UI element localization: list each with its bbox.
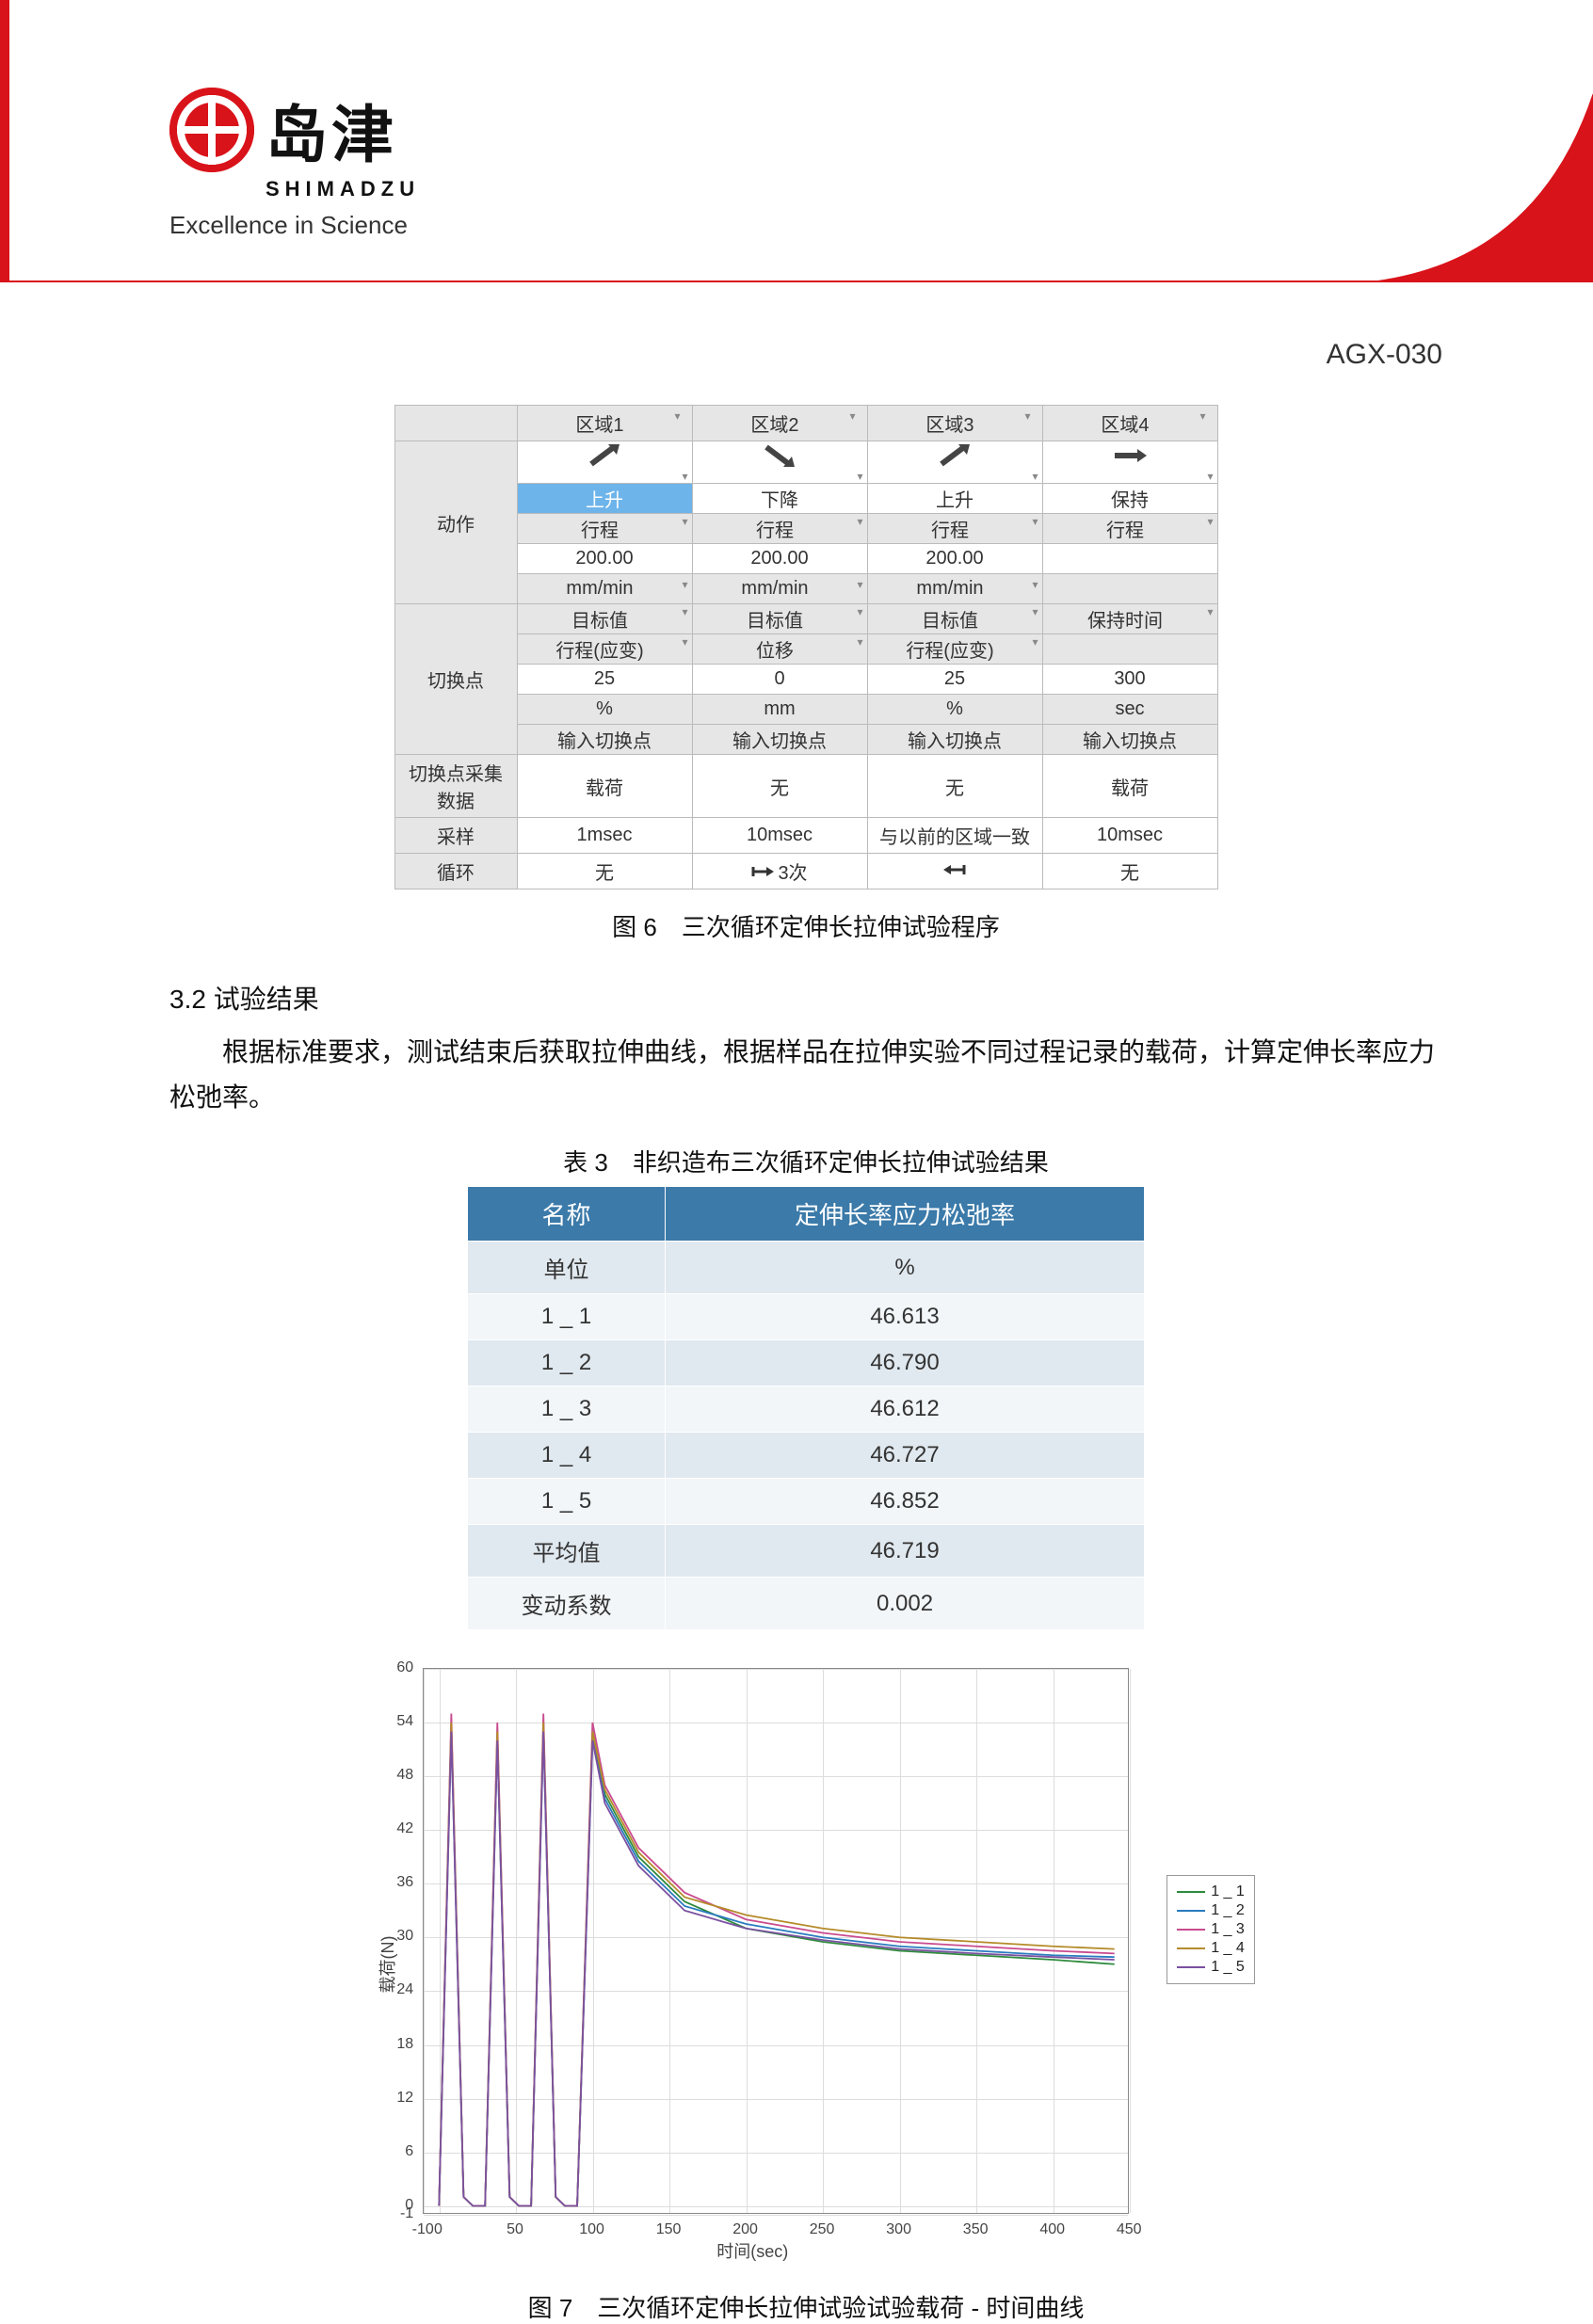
speed-unit[interactable]: mm/min bbox=[692, 574, 867, 604]
decorative-curve bbox=[1367, 0, 1593, 282]
speed-unit bbox=[1042, 574, 1217, 604]
arrow-up-icon[interactable] bbox=[517, 441, 692, 484]
speed-value[interactable] bbox=[1042, 544, 1217, 574]
arrow-down-icon[interactable] bbox=[692, 441, 867, 484]
hold-label[interactable]: 保持时间 bbox=[1042, 604, 1217, 634]
stroke-label[interactable]: 行程 bbox=[517, 514, 692, 544]
switch-type[interactable]: 行程(应变) bbox=[867, 634, 1042, 665]
row-switch-label: 切换点 bbox=[394, 604, 517, 755]
switch-type[interactable]: 位移 bbox=[692, 634, 867, 665]
speed-value[interactable]: 200.00 bbox=[517, 544, 692, 574]
cycle-value[interactable] bbox=[867, 854, 1042, 890]
body-paragraph: 根据标准要求，测试结束后获取拉伸曲线，根据样品在拉伸实验不同过程记录的载荷，计算… bbox=[169, 1030, 1442, 1119]
collect-value[interactable]: 无 bbox=[867, 755, 1042, 818]
results-row: 变动系数0.002 bbox=[468, 1578, 1145, 1630]
switch-unit: % bbox=[867, 695, 1042, 725]
brand-red-bar bbox=[0, 0, 9, 280]
brand-tagline: Excellence in Science bbox=[169, 211, 420, 240]
results-header: 定伸长率应力松弛率 bbox=[666, 1187, 1145, 1242]
cycle-left-icon bbox=[943, 863, 966, 876]
collect-value[interactable]: 无 bbox=[692, 755, 867, 818]
program-table: 区域1 区域2 区域3 区域4 动作 上升 下降 上升 保持 行程 行程 bbox=[394, 405, 1218, 890]
row-cycle-label: 循环 bbox=[394, 854, 517, 890]
switch-type bbox=[1042, 634, 1217, 665]
zone-header[interactable]: 区域4 bbox=[1042, 406, 1217, 441]
switch-value[interactable]: 0 bbox=[692, 665, 867, 695]
results-row: 1 _ 146.613 bbox=[468, 1294, 1145, 1340]
results-row: 单位 % bbox=[468, 1242, 1145, 1294]
target-label[interactable]: 目标值 bbox=[692, 604, 867, 634]
results-row: 1 _ 246.790 bbox=[468, 1340, 1145, 1386]
table-3-caption: 表 3 非织造布三次循环定伸长拉伸试验结果 bbox=[169, 1144, 1442, 1178]
input-switch[interactable]: 输入切换点 bbox=[1042, 725, 1217, 755]
results-row: 1 _ 346.612 bbox=[468, 1386, 1145, 1433]
chart-xlabel: 时间(sec) bbox=[716, 2238, 788, 2263]
results-row: 1 _ 446.727 bbox=[468, 1433, 1145, 1479]
figure-7-caption: 图 7 三次循环定伸长拉伸试验试验载荷 - 时间曲线 bbox=[169, 2289, 1442, 2324]
zone-header[interactable]: 区域1 bbox=[517, 406, 692, 441]
chart-load-time: 载荷(N) 时间(sec) -106121824303642485460-100… bbox=[357, 1659, 1148, 2270]
switch-unit: % bbox=[517, 695, 692, 725]
cycle-value[interactable]: 无 bbox=[1042, 854, 1217, 890]
target-label[interactable]: 目标值 bbox=[867, 604, 1042, 634]
input-switch[interactable]: 输入切换点 bbox=[692, 725, 867, 755]
cycle-text: 3次 bbox=[778, 857, 807, 885]
sample-value[interactable]: 10msec bbox=[692, 818, 867, 854]
document-id: AGX-030 bbox=[1327, 339, 1442, 371]
row-action-label: 动作 bbox=[394, 441, 517, 604]
logo-block: 岛津 SHIMADZU Excellence in Science bbox=[169, 85, 420, 240]
switch-type[interactable]: 行程(应变) bbox=[517, 634, 692, 665]
switch-value[interactable]: 300 bbox=[1042, 665, 1217, 695]
target-label[interactable]: 目标值 bbox=[517, 604, 692, 634]
results-header: 名称 bbox=[468, 1187, 666, 1242]
action-cell[interactable]: 下降 bbox=[692, 484, 867, 514]
zone-header[interactable]: 区域3 bbox=[867, 406, 1042, 441]
stroke-label[interactable]: 行程 bbox=[867, 514, 1042, 544]
switch-unit: sec bbox=[1042, 695, 1217, 725]
results-row: 1 _ 546.852 bbox=[468, 1479, 1145, 1525]
row-sample-label: 采样 bbox=[394, 818, 517, 854]
action-cell[interactable]: 保持 bbox=[1042, 484, 1217, 514]
speed-unit[interactable]: mm/min bbox=[867, 574, 1042, 604]
action-cell[interactable]: 上升 bbox=[867, 484, 1042, 514]
stroke-label[interactable]: 行程 bbox=[1042, 514, 1217, 544]
main-content: 区域1 区域2 区域3 区域4 动作 上升 下降 上升 保持 行程 行程 bbox=[169, 405, 1442, 2324]
chart-ylabel: 载荷(N) bbox=[375, 1908, 399, 2021]
figure-6-caption: 图 6 三次循环定伸长拉伸试验程序 bbox=[169, 908, 1442, 943]
speed-value[interactable]: 200.00 bbox=[867, 544, 1042, 574]
sample-value[interactable]: 10msec bbox=[1042, 818, 1217, 854]
input-switch[interactable]: 输入切换点 bbox=[517, 725, 692, 755]
input-switch[interactable]: 输入切换点 bbox=[867, 725, 1042, 755]
switch-value[interactable]: 25 bbox=[517, 665, 692, 695]
collect-value[interactable]: 载荷 bbox=[517, 755, 692, 818]
sample-value[interactable]: 与以前的区域一致 bbox=[867, 818, 1042, 854]
action-cell[interactable]: 上升 bbox=[517, 484, 692, 514]
switch-unit: mm bbox=[692, 695, 867, 725]
chart-legend: 1 _ 11 _ 21 _ 31 _ 41 _ 5 bbox=[1167, 1875, 1255, 1984]
stroke-label[interactable]: 行程 bbox=[692, 514, 867, 544]
results-table: 名称 定伸长率应力松弛率 单位 % 1 _ 146.613 1 _ 246.79… bbox=[467, 1186, 1145, 1630]
section-heading: 3.2 试验结果 bbox=[169, 979, 1442, 1017]
speed-unit[interactable]: mm/min bbox=[517, 574, 692, 604]
switch-value[interactable]: 25 bbox=[867, 665, 1042, 695]
brand-name-en: SHIMADZU bbox=[266, 177, 420, 201]
brand-name-cn: 岛津 bbox=[266, 85, 397, 175]
results-row: 平均值46.719 bbox=[468, 1525, 1145, 1578]
header-divider bbox=[0, 280, 1593, 282]
cycle-right-icon bbox=[751, 865, 774, 878]
row-collect-label: 切换点采集数据 bbox=[394, 755, 517, 818]
chart-plot-area bbox=[423, 1668, 1129, 2214]
collect-value[interactable]: 载荷 bbox=[1042, 755, 1217, 818]
speed-value[interactable]: 200.00 bbox=[692, 544, 867, 574]
sample-value[interactable]: 1msec bbox=[517, 818, 692, 854]
cycle-value[interactable]: 3次 bbox=[692, 854, 867, 890]
zone-header[interactable]: 区域2 bbox=[692, 406, 867, 441]
cycle-value[interactable]: 无 bbox=[517, 854, 692, 890]
arrow-right-icon[interactable] bbox=[1042, 441, 1217, 484]
arrow-up-icon[interactable] bbox=[867, 441, 1042, 484]
brand-circle-icon bbox=[169, 88, 254, 172]
